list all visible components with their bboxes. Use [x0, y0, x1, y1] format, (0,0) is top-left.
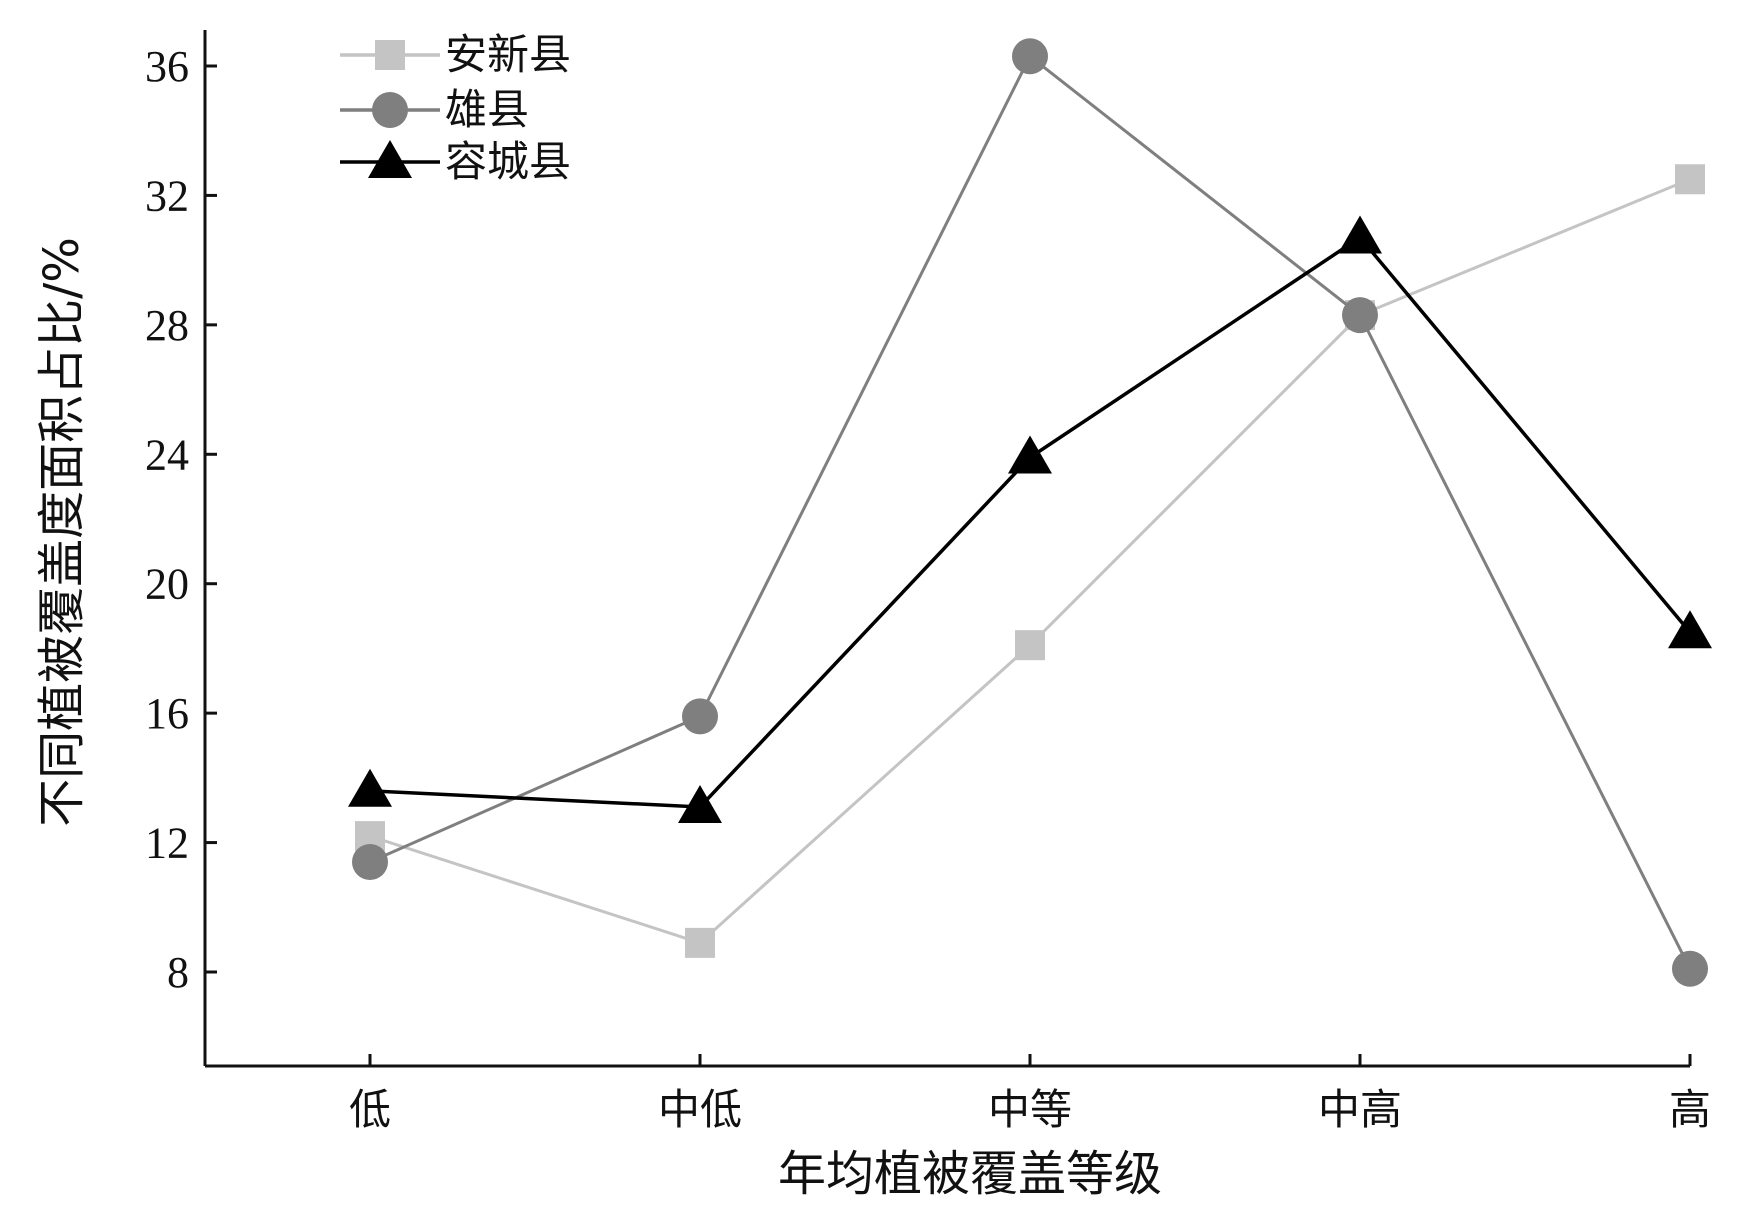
x-tick-label: 中等 [988, 1085, 1072, 1134]
legend-label: 雄县 [445, 85, 529, 134]
series-layer [348, 38, 1712, 987]
series-circle [352, 38, 1708, 987]
y-tick-label: 20 [145, 560, 189, 609]
series-triangle [348, 215, 1712, 823]
data-point [1668, 610, 1712, 649]
legend-item: 容城县 [340, 137, 571, 186]
legend-marker [372, 92, 408, 128]
axes [203, 30, 1690, 1068]
data-point [352, 843, 388, 880]
y-ticks: 8 12 16 20 24 28 32 36 [145, 42, 217, 997]
x-tick-label: 高 [1669, 1085, 1711, 1134]
y-tick-label: 8 [167, 948, 189, 997]
data-point [1342, 297, 1378, 334]
y-tick-label: 28 [145, 301, 189, 350]
data-point [1675, 164, 1705, 195]
legend-marker [368, 139, 412, 178]
data-point [1012, 38, 1048, 75]
y-tick-label: 16 [145, 689, 189, 738]
data-point [685, 927, 715, 958]
legend-item: 安新县 [340, 30, 571, 79]
data-point [1672, 950, 1708, 987]
data-point [1338, 215, 1382, 254]
legend-item: 雄县 [340, 85, 529, 134]
data-point [678, 784, 722, 823]
legend-marker [375, 40, 405, 70]
y-tick-label: 12 [145, 819, 189, 868]
x-axis-title: 年均植被覆盖等级 [778, 1146, 1162, 1202]
series-line [369, 235, 1692, 809]
data-point [682, 698, 718, 735]
x-tick-label: 中高 [1318, 1085, 1402, 1134]
x-ticks: 低 中低 中等 中高 高 [349, 1054, 1711, 1134]
x-tick-label: 中低 [658, 1085, 742, 1134]
y-tick-label: 32 [145, 171, 189, 220]
y-tick-label: 36 [145, 42, 189, 91]
series-line [369, 53, 1692, 970]
series-line [369, 177, 1691, 945]
legend-label: 安新县 [445, 30, 571, 79]
y-axis-title: 不同植被覆盖度面积占比/% [34, 237, 90, 827]
x-tick-label: 低 [349, 1085, 391, 1134]
y-tick-label: 24 [145, 430, 189, 479]
series-square [355, 164, 1705, 958]
legend-label: 容城县 [445, 137, 571, 186]
data-point [1015, 630, 1045, 661]
data-point [1008, 435, 1052, 474]
data-point [348, 768, 392, 807]
